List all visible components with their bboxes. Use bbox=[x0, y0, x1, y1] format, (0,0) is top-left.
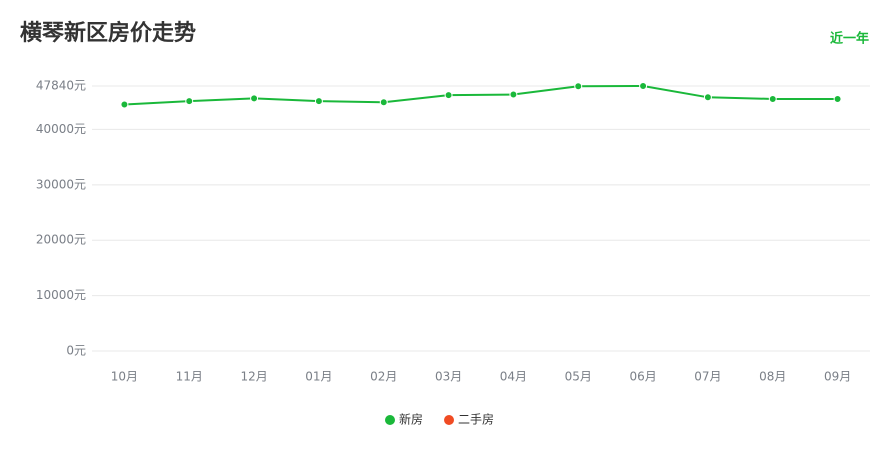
x-tick-label: 07月 bbox=[694, 370, 721, 384]
x-tick-label: 12月 bbox=[240, 370, 267, 384]
x-tick-label: 03月 bbox=[435, 370, 462, 384]
x-tick-label: 04月 bbox=[500, 370, 527, 384]
y-tick-label: 47840元 bbox=[36, 79, 86, 93]
chart-title: 横琴新区房价走势 bbox=[20, 20, 196, 46]
x-tick-label: 08月 bbox=[759, 370, 786, 384]
x-tick-label: 05月 bbox=[565, 370, 592, 384]
x-tick-label: 11月 bbox=[176, 370, 203, 384]
data-point bbox=[509, 90, 518, 99]
y-tick-label: 40000元 bbox=[36, 122, 86, 136]
y-tick-label: 10000元 bbox=[36, 288, 86, 302]
x-tick-label: 09月 bbox=[824, 370, 851, 384]
y-tick-label: 0元 bbox=[66, 344, 86, 358]
data-point bbox=[833, 94, 842, 103]
x-tick-label: 02月 bbox=[370, 370, 397, 384]
legend-label: 新房 bbox=[399, 412, 423, 427]
data-point bbox=[768, 94, 777, 103]
data-point bbox=[639, 82, 648, 90]
data-point bbox=[444, 91, 453, 100]
data-point bbox=[703, 93, 712, 102]
data-point bbox=[314, 97, 323, 106]
data-point bbox=[120, 100, 129, 109]
data-point bbox=[574, 82, 583, 91]
range-link[interactable]: 近一年 bbox=[830, 31, 869, 47]
x-tick-label: 06月 bbox=[629, 370, 656, 384]
legend-label: 二手房 bbox=[458, 412, 494, 427]
series-line bbox=[124, 84, 838, 106]
x-tick-label: 01月 bbox=[305, 370, 332, 384]
data-point bbox=[379, 98, 388, 107]
data-point bbox=[185, 97, 194, 106]
y-tick-label: 20000元 bbox=[36, 233, 86, 247]
legend-swatch bbox=[444, 415, 455, 425]
data-point bbox=[250, 94, 259, 103]
x-tick-label: 10月 bbox=[111, 370, 138, 384]
legend-swatch bbox=[385, 415, 395, 425]
y-tick-label: 30000元 bbox=[36, 177, 86, 191]
